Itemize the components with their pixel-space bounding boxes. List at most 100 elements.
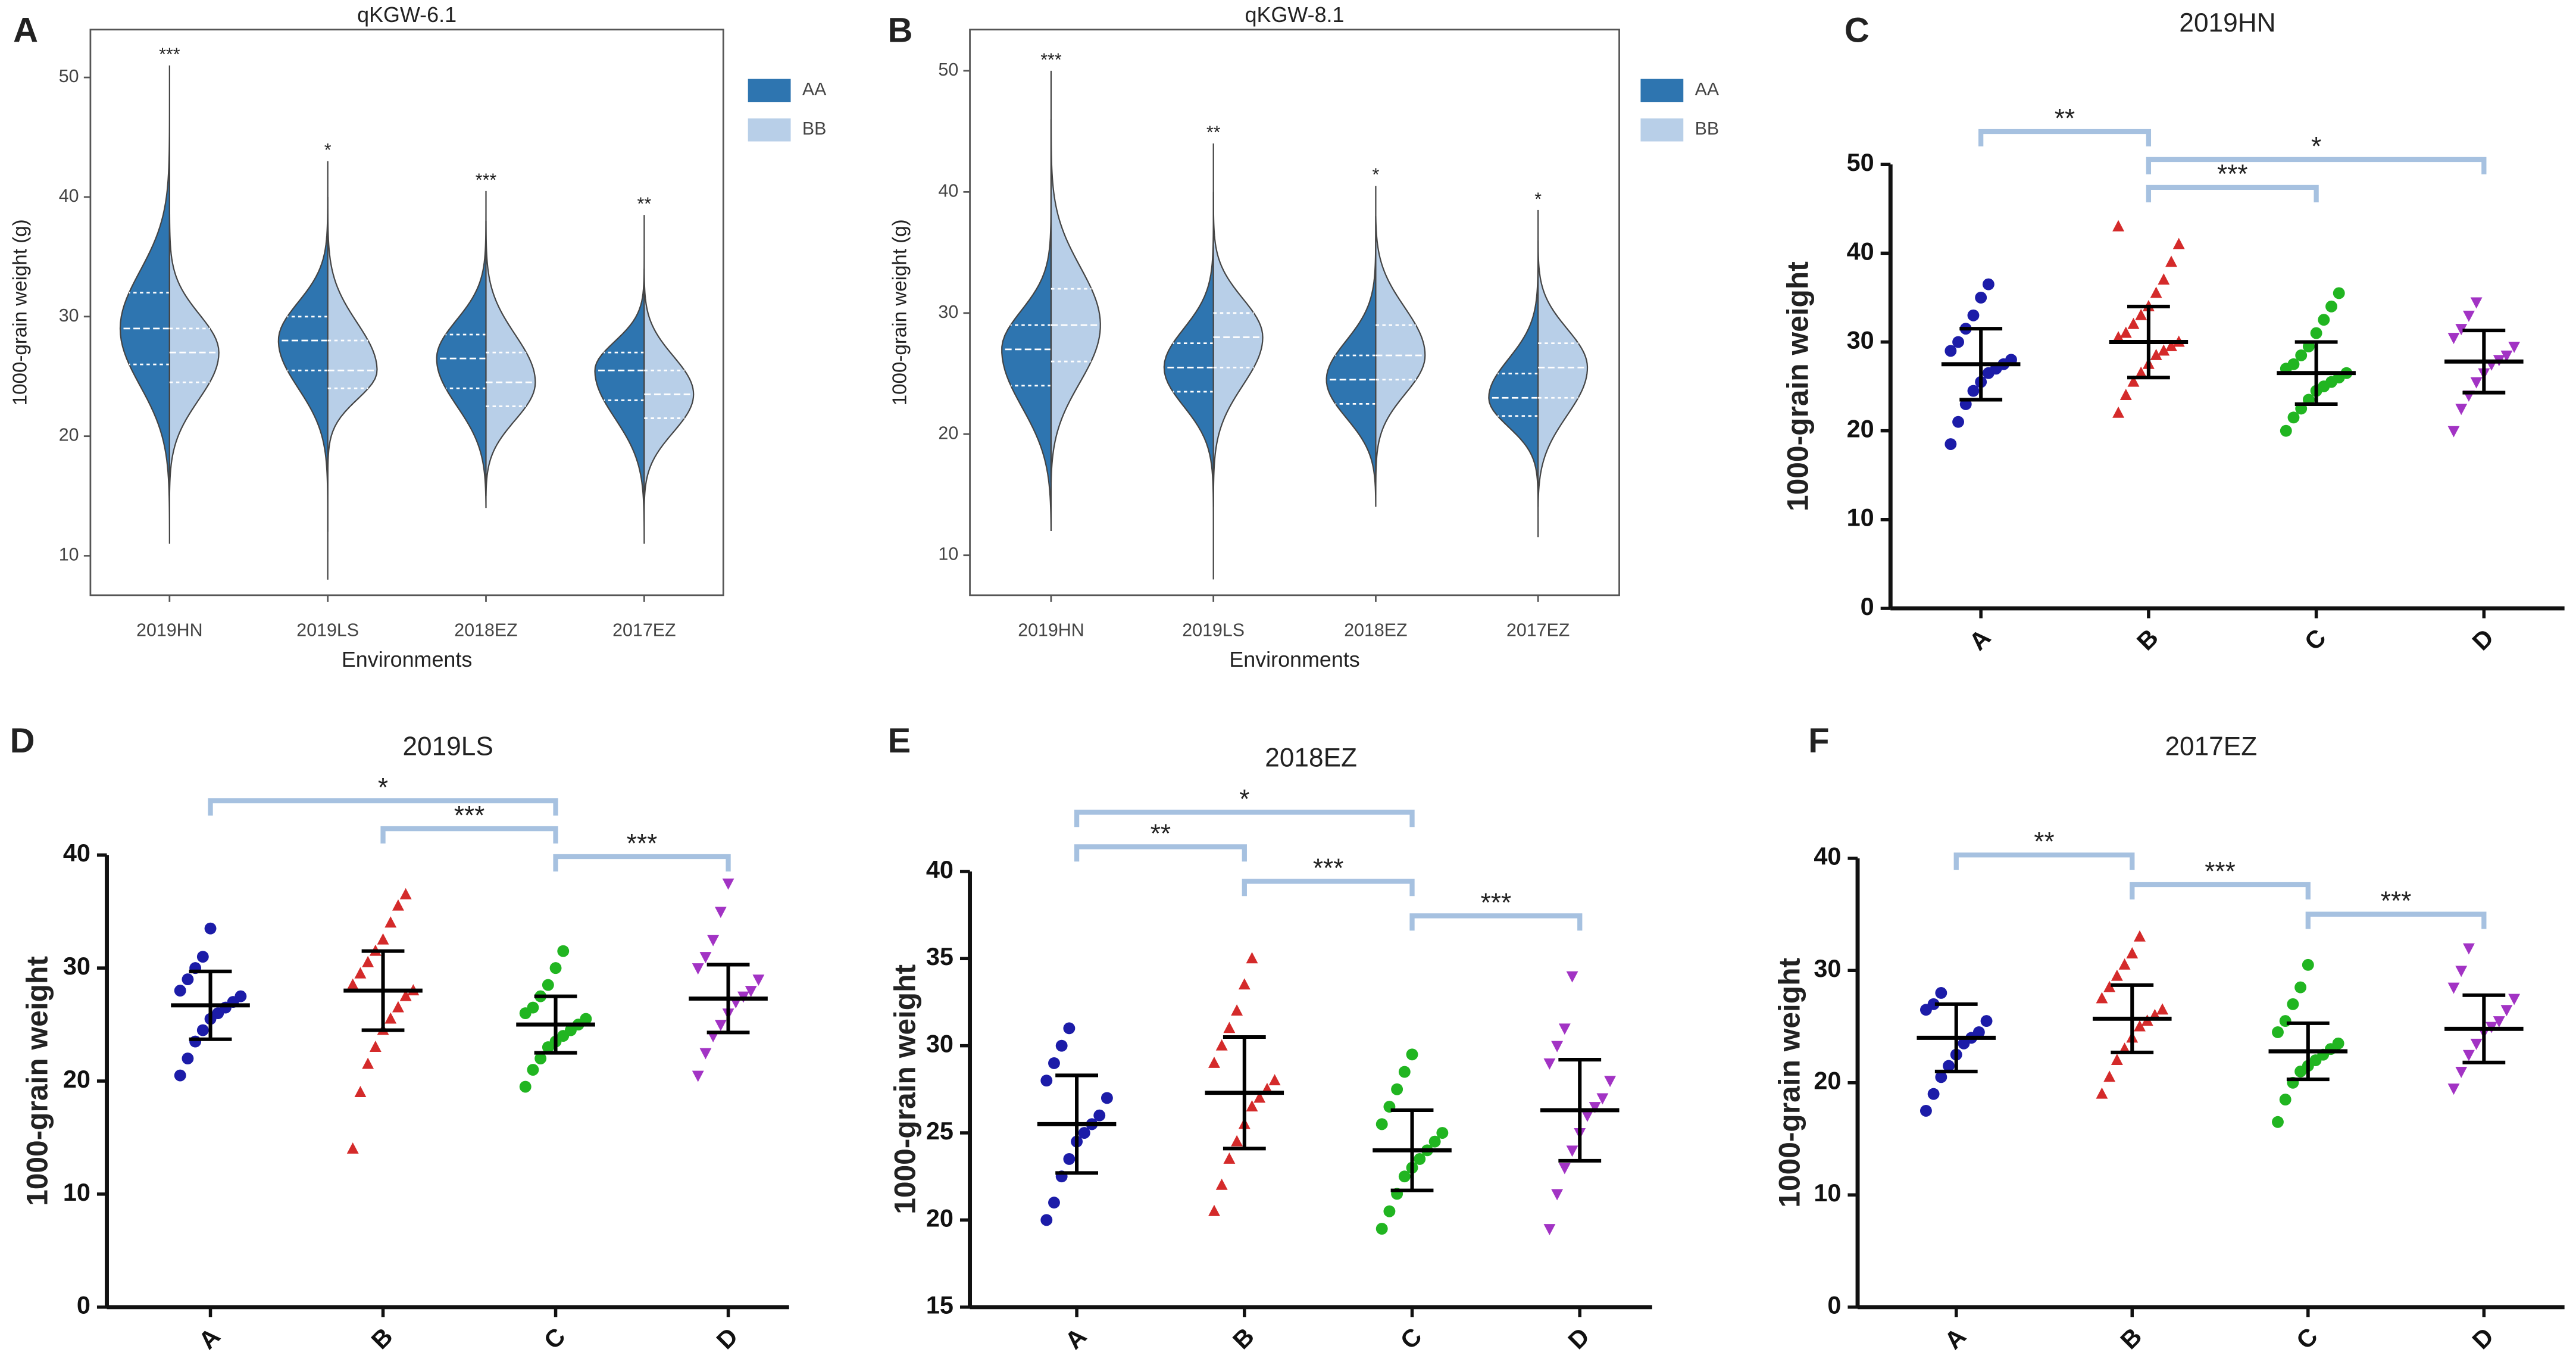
data-point bbox=[2280, 424, 2292, 437]
data-point bbox=[1604, 1076, 1617, 1088]
data-point bbox=[2112, 331, 2125, 343]
sd-bar bbox=[189, 969, 232, 1041]
y-tick-label: 40 bbox=[926, 856, 954, 883]
data-point bbox=[196, 951, 209, 963]
data-point bbox=[2325, 300, 2337, 313]
data-point bbox=[2103, 1070, 2116, 1082]
y-tick-label: 20 bbox=[938, 423, 958, 443]
data-point bbox=[2318, 314, 2330, 326]
significance: *** bbox=[2217, 160, 2248, 189]
data-point bbox=[2134, 1020, 2146, 1032]
data-point bbox=[1040, 1214, 1053, 1226]
data-point bbox=[2332, 1037, 2344, 1050]
data-point bbox=[2294, 981, 2307, 994]
chart-title: 2017EZ bbox=[2165, 732, 2257, 761]
data-point bbox=[392, 899, 404, 911]
data-point bbox=[1566, 971, 1578, 983]
y-axis-title: 1000-grain weight (g) bbox=[10, 219, 32, 405]
data-point bbox=[354, 1086, 367, 1097]
y-tick-label: 35 bbox=[926, 943, 954, 970]
significance-bracket bbox=[2130, 882, 2311, 899]
y-tick-label: 40 bbox=[1847, 238, 1874, 265]
data-point bbox=[346, 1142, 359, 1154]
data-point bbox=[2500, 1005, 2513, 1017]
data-point bbox=[2447, 426, 2460, 438]
data-point bbox=[1246, 1100, 1258, 1112]
data-point bbox=[2302, 958, 2314, 971]
significance: ** bbox=[2055, 104, 2075, 133]
panel-label: A bbox=[13, 11, 38, 50]
data-point bbox=[2455, 324, 2468, 336]
data-point bbox=[1967, 385, 1980, 397]
plot-frame bbox=[89, 29, 724, 596]
violin-half bbox=[1212, 192, 1264, 507]
sd-bar bbox=[1959, 327, 2003, 402]
data-point bbox=[714, 1020, 727, 1032]
data-point bbox=[707, 935, 720, 947]
legend-label: AA bbox=[802, 79, 827, 99]
data-point bbox=[1428, 1135, 1441, 1148]
data-point bbox=[1972, 1026, 1985, 1038]
x-tick-label: B bbox=[2131, 624, 2164, 656]
data-point bbox=[399, 989, 412, 1001]
data-point bbox=[2333, 287, 2345, 299]
x-tick-label: 2017EZ bbox=[612, 620, 676, 641]
significance: *** bbox=[476, 170, 497, 190]
data-point bbox=[1551, 1189, 1564, 1201]
sd-bar bbox=[706, 963, 750, 1035]
data-point bbox=[2462, 1050, 2475, 1061]
x-tick-label: B bbox=[366, 1323, 398, 1355]
y-tick-label: 10 bbox=[938, 544, 958, 564]
x-tick-label: A bbox=[1060, 1323, 1092, 1355]
data-point bbox=[1982, 278, 1994, 291]
violin-half bbox=[168, 137, 220, 496]
data-point bbox=[1208, 1204, 1220, 1216]
y-tick-label: 20 bbox=[1847, 416, 1874, 443]
data-point bbox=[2135, 366, 2147, 378]
significance: ** bbox=[637, 194, 652, 214]
data-point bbox=[2096, 1087, 2108, 1099]
data-point bbox=[2470, 297, 2483, 309]
y-tick-label: 50 bbox=[59, 66, 79, 86]
data-point bbox=[1944, 345, 1957, 357]
data-point bbox=[2447, 1083, 2460, 1095]
data-point bbox=[2111, 969, 2123, 981]
violin-half bbox=[1325, 186, 1377, 507]
y-tick-label: 40 bbox=[63, 839, 90, 867]
data-point bbox=[699, 1048, 712, 1060]
data-point bbox=[1436, 1127, 1449, 1139]
data-point bbox=[2470, 1038, 2483, 1050]
data-point bbox=[527, 1064, 539, 1076]
y-axis-title: 1000-grain weight bbox=[1773, 958, 1806, 1208]
data-point bbox=[2096, 992, 2108, 1004]
sd-bar bbox=[1223, 1035, 1266, 1151]
data-point bbox=[519, 1080, 532, 1093]
data-point bbox=[2111, 1054, 2123, 1066]
y-tick-label: 40 bbox=[938, 180, 958, 201]
data-point bbox=[1398, 1170, 1411, 1183]
data-point bbox=[1078, 1127, 1090, 1139]
data-point bbox=[2150, 348, 2162, 360]
data-point bbox=[1383, 1205, 1396, 1217]
sd-bar bbox=[534, 994, 577, 1055]
significance: *** bbox=[159, 44, 180, 64]
data-point bbox=[182, 1052, 194, 1064]
violin-half bbox=[277, 161, 329, 532]
significance: ** bbox=[2034, 827, 2054, 857]
significance-bracket bbox=[1242, 879, 1415, 897]
data-point bbox=[2103, 980, 2116, 992]
data-point bbox=[1927, 1088, 1940, 1100]
sd-bar bbox=[361, 949, 405, 1032]
significance-bracket bbox=[380, 826, 558, 844]
data-point bbox=[1375, 1118, 1388, 1130]
data-point bbox=[1581, 1110, 1593, 1122]
significance-bracket bbox=[553, 854, 731, 872]
data-point bbox=[1943, 1060, 1955, 1072]
data-point bbox=[1935, 987, 1947, 999]
data-point bbox=[1558, 1023, 1571, 1035]
data-point bbox=[1566, 1145, 1578, 1157]
x-tick-label: 2019LS bbox=[1182, 620, 1245, 641]
data-point bbox=[1253, 1091, 1266, 1103]
data-point bbox=[1231, 1135, 1243, 1147]
